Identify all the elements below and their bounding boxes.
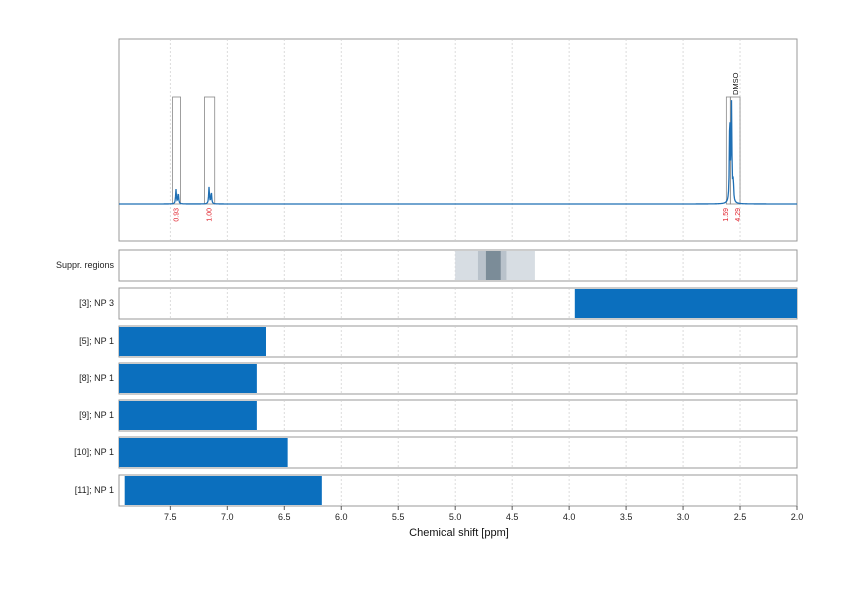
spectrum-line — [119, 100, 797, 205]
x-tick-label: 5.5 — [392, 512, 405, 522]
compound-row-label: [5]; NP 1 — [79, 336, 114, 346]
spectrum-frame — [118, 38, 798, 242]
x-tick-label: 2.5 — [734, 512, 747, 522]
spectrum-panel: 0.93 1.00 1.59 4.29 DMSO — [118, 38, 798, 242]
suppressed-regions-label: Suppr. regions — [56, 260, 115, 270]
compound-range-bar — [124, 476, 322, 505]
integral-label: 1.59 — [723, 208, 730, 222]
x-tick-label: 4.5 — [506, 512, 519, 522]
x-tick-label: 4.0 — [563, 512, 576, 522]
compound-row: [5]; NP 1 — [79, 325, 798, 358]
compound-range-bar — [574, 289, 797, 318]
compound-range-bar — [119, 438, 288, 467]
compound-row: [3]; NP 3 — [79, 287, 798, 320]
compound-row-label: [9]; NP 1 — [79, 410, 114, 420]
x-tick-label: 6.5 — [278, 512, 291, 522]
x-tick-label: 7.5 — [164, 512, 177, 522]
peak-annotation: DMSO — [731, 72, 740, 95]
integral-label: 1.00 — [206, 208, 213, 222]
x-tick-label: 6.0 — [335, 512, 348, 522]
compound-row-label: [3]; NP 3 — [79, 298, 114, 308]
x-axis-label: Chemical shift [ppm] — [409, 527, 509, 539]
compound-row: [11]; NP 1 — [75, 474, 798, 507]
suppressed-regions-panel: Suppr. regions — [56, 249, 798, 282]
x-tick-label: 5.0 — [449, 512, 462, 522]
suppressed-band — [485, 251, 501, 280]
integral-box — [172, 96, 181, 205]
compound-range-panels: [3]; NP 3 [5]; NP 1 [8]; NP 1 [9]; NP 1 [10]… — [74, 287, 798, 507]
compound-range-bar — [119, 327, 266, 356]
compound-row: [10]; NP 1 — [74, 436, 798, 469]
compound-row-label: [11]; NP 1 — [75, 485, 114, 495]
compound-range-bar — [119, 364, 257, 393]
compound-row-label: [10]; NP 1 — [74, 447, 114, 457]
compound-row: [9]; NP 1 — [79, 399, 798, 432]
integral-label: 0.93 — [173, 208, 180, 222]
x-tick-label: 2.0 — [791, 512, 804, 522]
integral-label: 4.29 — [735, 208, 742, 222]
x-axis: 7.5 7.0 6.5 6.0 5.5 5.0 4.5 4.0 3.5 3.0 2.5 2.0 — [164, 506, 803, 522]
compound-range-bar — [119, 401, 257, 430]
integral-box — [204, 96, 216, 205]
x-tick-label: 3.5 — [620, 512, 633, 522]
x-tick-label: 3.0 — [677, 512, 690, 522]
compound-row: [8]; NP 1 — [79, 362, 798, 395]
compound-row-label: [8]; NP 1 — [79, 373, 114, 383]
x-tick-label: 7.0 — [221, 512, 234, 522]
